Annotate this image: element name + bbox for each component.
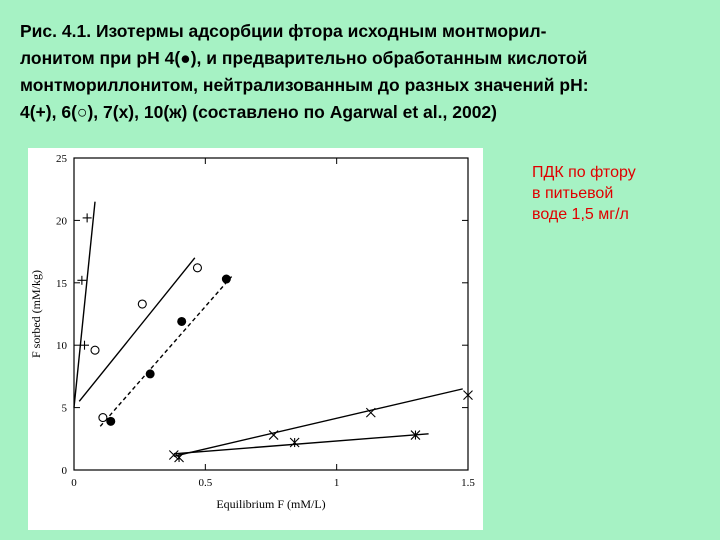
asterisk-marker [289, 437, 300, 448]
asterisk-marker [174, 452, 184, 463]
marker-stroke [268, 430, 279, 440]
caption-line: Рис. 4.1. Изотермы адсорбции фтора исход… [20, 21, 547, 41]
plus-marker [77, 275, 87, 285]
x-marker [463, 390, 473, 401]
y-tick-label: 25 [56, 153, 68, 165]
marker-stroke [365, 407, 376, 418]
open-circle-marker [137, 299, 147, 309]
asterisk-marker [410, 430, 421, 440]
pdk-note-line: воде 1,5 мг/л [532, 206, 629, 223]
plot-frame [73, 157, 469, 471]
fit-line [73, 201, 96, 408]
pdk-note-line: ПДК по фтору [532, 164, 636, 181]
filled-circle-marker [221, 274, 231, 284]
fit-line [78, 257, 196, 402]
fit-line [173, 433, 429, 455]
x-marker [268, 430, 279, 440]
open-circle-marker [90, 345, 100, 355]
y-tick-label: 20 [56, 215, 68, 227]
caption-line: монтмориллонитом, нейтрализованным до ра… [20, 75, 589, 95]
filled-circle-marker [106, 416, 116, 426]
x-marker [168, 450, 179, 460]
x-tick-label: 0 [71, 477, 77, 489]
marker-stroke [168, 450, 179, 460]
x-tick-label: 1.5 [461, 477, 475, 489]
pdk-note-line: в питьевой [532, 185, 614, 202]
caption-line: 4(+), 6(○), 7(х), 10(ж) (составлено по A… [20, 102, 497, 122]
pdk-note: ПДК по фтору в питьевой воде 1,5 мг/л [532, 162, 692, 225]
filled-circle-marker [145, 369, 155, 379]
marker-stroke [463, 390, 473, 401]
y-tick-label: 15 [56, 278, 68, 290]
fit-line [173, 388, 463, 457]
y-axis-title: F sorbed (mM/kg) [29, 270, 43, 358]
chart-background [28, 148, 483, 530]
fit-line [99, 276, 233, 427]
plus-marker [80, 340, 90, 350]
open-circle-marker [98, 413, 108, 423]
x-axis-title: Equilibrium F (mM/L) [216, 497, 325, 511]
x-tick-label: 1 [334, 477, 340, 489]
filled-circle-marker [177, 316, 187, 326]
figure-caption: Рис. 4.1. Изотермы адсорбции фтора исход… [20, 18, 698, 126]
y-tick-label: 10 [56, 340, 68, 352]
x-marker [365, 407, 376, 418]
x-tick-label: 0.5 [198, 477, 212, 489]
open-circle-marker [192, 263, 203, 273]
plus-marker [82, 213, 92, 223]
y-tick-label: 0 [62, 465, 68, 477]
caption-line: лонитом при pH 4(●), и предварительно об… [20, 48, 588, 68]
y-tick-label: 5 [62, 403, 68, 415]
